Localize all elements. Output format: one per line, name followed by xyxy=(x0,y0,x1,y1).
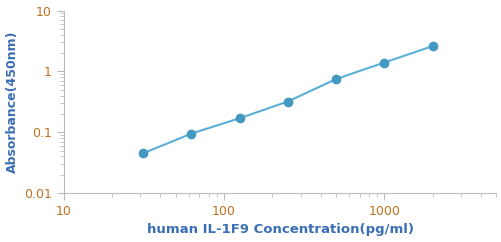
Point xyxy=(380,60,388,64)
Point xyxy=(235,116,243,120)
X-axis label: human IL-1F9 Concentration(pg/ml): human IL-1F9 Concentration(pg/ml) xyxy=(146,223,413,236)
Point xyxy=(332,77,340,81)
Y-axis label: Absorbance(450nm): Absorbance(450nm) xyxy=(6,30,19,173)
Point xyxy=(283,99,291,103)
Point xyxy=(428,44,436,48)
Point xyxy=(139,151,147,155)
Point xyxy=(187,132,195,136)
